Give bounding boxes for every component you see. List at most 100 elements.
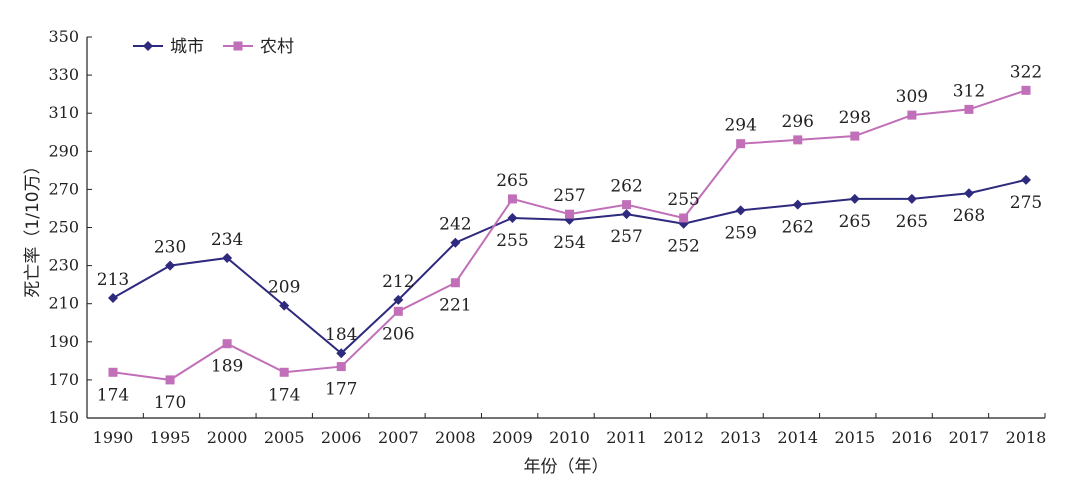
- data-point: [849, 193, 860, 204]
- data-label: 177: [325, 380, 357, 400]
- data-label: 221: [439, 296, 471, 316]
- x-tick-label: 2007: [378, 428, 419, 447]
- data-point: [621, 209, 632, 220]
- data-point: [393, 294, 404, 305]
- data-label: 252: [667, 237, 699, 257]
- data-label: 296: [782, 112, 814, 132]
- data-point: [1021, 85, 1031, 95]
- y-tick-label: 250: [48, 218, 79, 237]
- x-tick-label: 2013: [720, 428, 761, 447]
- data-point: [450, 278, 460, 288]
- data-labels: 213 230 234 209 184 212 242 255 254 257 252 259 262 2…: [97, 62, 1042, 413]
- data-label: 174: [97, 385, 129, 405]
- data-label: 262: [782, 218, 814, 238]
- legend-label: 城市: [170, 37, 204, 57]
- data-label: 265: [839, 212, 871, 232]
- data-point: [507, 212, 518, 223]
- data-point: [792, 199, 803, 210]
- y-tick-label: 310: [48, 103, 79, 122]
- data-label: 255: [667, 190, 699, 210]
- legend-marker: [143, 41, 153, 51]
- data-label: 262: [610, 177, 642, 197]
- series-layer: [108, 85, 1031, 385]
- data-label: 322: [1010, 62, 1042, 82]
- data-point: [336, 362, 346, 372]
- axes: 150 170 190 210 230 250 270 290 310 330 350 1990 199…: [48, 27, 1046, 447]
- legend: 城市 农村: [133, 37, 294, 57]
- data-label: 189: [211, 357, 243, 377]
- data-label: 294: [724, 116, 756, 136]
- y-tick-label: 350: [48, 27, 79, 46]
- data-point: [735, 205, 746, 216]
- x-tick-label: 2009: [492, 428, 533, 447]
- data-point: [393, 306, 403, 316]
- data-label: 265: [496, 171, 528, 191]
- legend-label: 农村: [260, 37, 294, 57]
- data-label: 257: [553, 186, 585, 206]
- x-tick-label: 2018: [1006, 428, 1047, 447]
- data-label: 212: [382, 272, 414, 292]
- data-label: 184: [325, 325, 357, 345]
- data-point: [336, 348, 347, 359]
- data-point: [450, 237, 461, 248]
- y-tick-label: 330: [48, 65, 79, 84]
- data-label: 234: [211, 230, 243, 250]
- x-tick-label: 2012: [663, 428, 704, 447]
- data-point: [907, 110, 917, 120]
- x-tick-label: 2006: [321, 428, 362, 447]
- data-point: [906, 193, 917, 204]
- y-tick-label: 190: [48, 332, 79, 351]
- x-tick-label: 2016: [892, 428, 933, 447]
- y-tick-label: 150: [48, 408, 79, 427]
- data-point: [964, 104, 974, 114]
- data-label: 170: [154, 393, 186, 413]
- y-tick-label: 270: [48, 179, 79, 198]
- data-label: 206: [382, 324, 414, 344]
- data-point: [222, 339, 232, 349]
- data-label: 312: [953, 81, 985, 101]
- data-label: 230: [154, 238, 186, 258]
- data-label: 242: [439, 215, 471, 235]
- data-point: [850, 131, 860, 141]
- data-point: [222, 252, 233, 263]
- data-point: [279, 300, 290, 311]
- x-tick-label: 2008: [435, 428, 476, 447]
- data-label: 298: [839, 108, 871, 128]
- data-point: [793, 135, 803, 145]
- data-point: [165, 260, 176, 271]
- data-point: [1021, 174, 1031, 185]
- data-label: 255: [496, 231, 528, 251]
- x-tick-label: 2014: [777, 428, 818, 447]
- x-tick-label: 2000: [207, 428, 248, 447]
- data-label: 257: [610, 227, 642, 247]
- data-label: 209: [268, 278, 300, 298]
- legend-marker: [233, 41, 243, 51]
- data-point: [565, 209, 574, 219]
- data-point: [963, 188, 974, 199]
- x-tick-label: 2017: [949, 428, 990, 447]
- y-axis-title: 死亡率（1/10万）: [23, 157, 43, 297]
- data-point: [507, 194, 517, 204]
- data-label: 254: [553, 233, 585, 253]
- data-point: [622, 200, 632, 210]
- x-tick-label: 2011: [606, 428, 647, 447]
- data-label: 275: [1010, 193, 1042, 213]
- data-label: 174: [268, 385, 300, 405]
- data-label: 265: [896, 212, 928, 232]
- x-tick-label: 2010: [549, 428, 590, 447]
- data-point: [679, 213, 689, 223]
- y-tick-label: 170: [48, 370, 79, 389]
- data-point: [279, 367, 289, 377]
- data-point: [165, 375, 175, 385]
- x-tick-label: 1990: [93, 428, 134, 447]
- data-point: [736, 139, 746, 149]
- data-label: 213: [97, 270, 129, 290]
- y-tick-label: 210: [48, 294, 79, 313]
- x-axis-title: 年份（年）: [524, 457, 609, 477]
- data-label: 309: [896, 87, 928, 107]
- data-point: [108, 367, 118, 377]
- data-point: [108, 292, 118, 303]
- x-tick-label: 2015: [834, 428, 875, 447]
- x-tick-label: 2005: [264, 428, 305, 447]
